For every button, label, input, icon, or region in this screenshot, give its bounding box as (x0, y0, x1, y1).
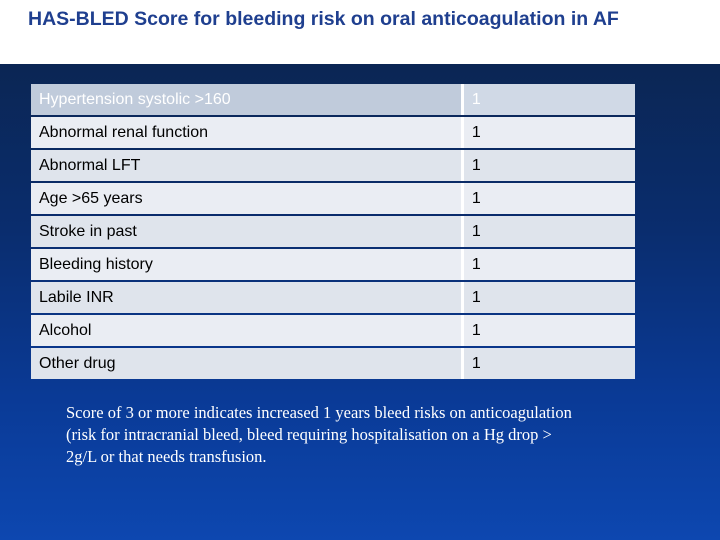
slide-title: HAS-BLED Score for bleeding risk on oral… (28, 8, 619, 30)
points-cell: 1 (460, 84, 635, 115)
table-row: Bleeding history 1 (31, 249, 635, 280)
points-cell: 1 (460, 348, 635, 379)
points-cell: 1 (460, 216, 635, 247)
table-row: Other drug 1 (31, 348, 635, 379)
risk-factor-cell: Other drug (31, 348, 461, 379)
table-row: Age >65 years 1 (31, 183, 635, 214)
table-row: Abnormal renal function 1 (31, 117, 635, 148)
table-row: Stroke in past 1 (31, 216, 635, 247)
title-band: HAS-BLED Score for bleeding risk on oral… (0, 0, 720, 64)
table-row: Hypertension systolic >160 1 (31, 84, 635, 115)
risk-factor-cell: Age >65 years (31, 183, 461, 214)
points-cell: 1 (460, 315, 635, 346)
risk-factor-cell: Bleeding history (31, 249, 461, 280)
points-cell: 1 (460, 282, 635, 313)
points-cell: 1 (460, 150, 635, 181)
table-row: Labile INR 1 (31, 282, 635, 313)
risk-factor-cell: Stroke in past (31, 216, 461, 247)
risk-factor-cell: Abnormal LFT (31, 150, 461, 181)
points-cell: 1 (460, 183, 635, 214)
risk-factor-cell: Hypertension systolic >160 (31, 84, 461, 115)
points-cell: 1 (460, 249, 635, 280)
has-bled-table: Hypertension systolic >160 1 Abnormal re… (31, 82, 635, 381)
table-row: Alcohol 1 (31, 315, 635, 346)
risk-factor-cell: Abnormal renal function (31, 117, 461, 148)
score-interpretation-note: Score of 3 or more indicates increased 1… (66, 403, 572, 466)
risk-factor-cell: Labile INR (31, 282, 461, 313)
table-row: Abnormal LFT 1 (31, 150, 635, 181)
points-cell: 1 (460, 117, 635, 148)
risk-factor-cell: Alcohol (31, 315, 461, 346)
